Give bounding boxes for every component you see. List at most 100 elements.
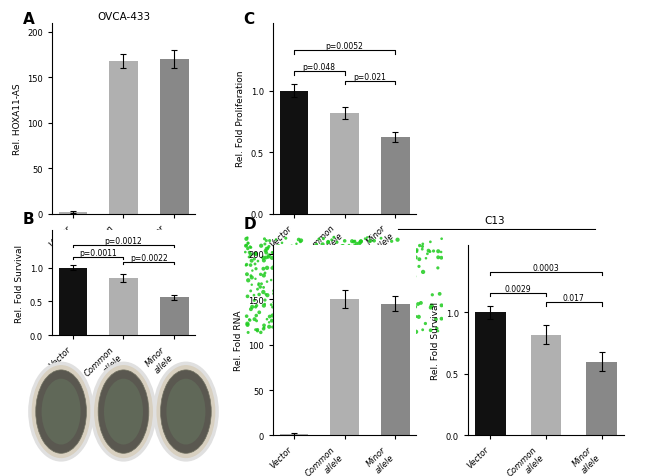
Point: [436, 302, 447, 309]
Point: [378, 277, 388, 285]
Point: [409, 273, 419, 281]
Y-axis label: Rel. HOXA11-AS: Rel. HOXA11-AS: [12, 83, 21, 155]
Y-axis label: Rel. Fold Survival: Rel. Fold Survival: [432, 301, 440, 379]
Point: [250, 260, 260, 268]
Point: [417, 240, 428, 248]
Point: [274, 249, 284, 257]
Point: [263, 245, 273, 252]
Point: [376, 235, 386, 242]
Point: [277, 257, 287, 265]
Point: [356, 324, 367, 332]
Bar: [586, 362, 617, 436]
Point: [383, 278, 393, 286]
Point: [376, 270, 386, 278]
Point: [433, 327, 443, 335]
Point: [283, 278, 294, 286]
Point: [298, 308, 308, 316]
Point: [272, 284, 282, 292]
Bar: [530, 335, 562, 436]
Point: [351, 301, 361, 309]
Bar: [382, 304, 410, 436]
Point: [386, 325, 396, 333]
Point: [259, 324, 269, 332]
Point: [350, 243, 360, 250]
Point: [368, 273, 378, 280]
Point: [276, 321, 287, 329]
Point: [433, 254, 443, 262]
Point: [294, 236, 304, 244]
Point: [251, 250, 261, 258]
Point: [242, 321, 253, 329]
Point: [354, 240, 365, 248]
Point: [339, 290, 350, 298]
Point: [393, 237, 403, 244]
Point: [265, 313, 275, 321]
Point: [384, 303, 395, 311]
Text: p=0.021: p=0.021: [354, 72, 387, 81]
Point: [297, 281, 307, 288]
Point: [291, 276, 301, 284]
Point: [356, 238, 366, 246]
Point: [243, 329, 254, 337]
Point: [270, 310, 280, 318]
Point: [280, 274, 290, 281]
Point: [417, 326, 428, 334]
Point: [366, 263, 376, 270]
Point: [346, 292, 357, 299]
Point: [389, 317, 399, 325]
Ellipse shape: [161, 370, 211, 453]
Point: [336, 312, 346, 320]
Point: [267, 304, 278, 311]
Point: [340, 306, 350, 313]
Point: [292, 268, 302, 276]
Point: [342, 281, 352, 289]
Point: [249, 297, 259, 305]
Point: [290, 263, 300, 271]
Point: [268, 249, 279, 257]
Text: p=0.048: p=0.048: [302, 63, 335, 71]
Y-axis label: Rel. Fold Proliferation: Rel. Fold Proliferation: [237, 71, 245, 167]
Point: [291, 240, 302, 248]
Point: [255, 271, 266, 278]
Point: [276, 279, 286, 287]
Point: [346, 315, 357, 323]
Point: [326, 237, 337, 244]
Bar: [58, 268, 86, 336]
Point: [297, 253, 307, 260]
Title: OVCA-433: OVCA-433: [97, 11, 150, 21]
Point: [426, 327, 436, 335]
Point: [278, 318, 289, 326]
Bar: [58, 212, 86, 214]
Point: [324, 292, 334, 299]
Point: [349, 329, 359, 337]
Point: [244, 317, 255, 324]
Point: [242, 293, 253, 300]
Point: [348, 308, 358, 316]
Point: [337, 243, 347, 250]
Text: 0.0003: 0.0003: [532, 263, 560, 272]
Point: [360, 235, 370, 243]
Point: [241, 242, 252, 250]
Point: [360, 280, 370, 288]
Point: [261, 249, 272, 257]
Bar: [280, 434, 307, 436]
Point: [332, 262, 342, 269]
Ellipse shape: [30, 364, 92, 460]
Point: [394, 312, 404, 320]
Point: [342, 295, 352, 303]
Point: [427, 291, 437, 299]
Point: [275, 279, 285, 287]
Point: [339, 252, 349, 259]
Point: [258, 255, 268, 262]
Point: [241, 261, 252, 269]
Point: [242, 271, 252, 278]
Point: [353, 310, 363, 317]
Ellipse shape: [166, 379, 205, 445]
Text: C13: C13: [484, 215, 505, 225]
Point: [315, 264, 325, 271]
Point: [410, 254, 421, 262]
Point: [240, 262, 251, 269]
Point: [314, 236, 324, 243]
Point: [290, 249, 300, 257]
Point: [383, 320, 393, 328]
